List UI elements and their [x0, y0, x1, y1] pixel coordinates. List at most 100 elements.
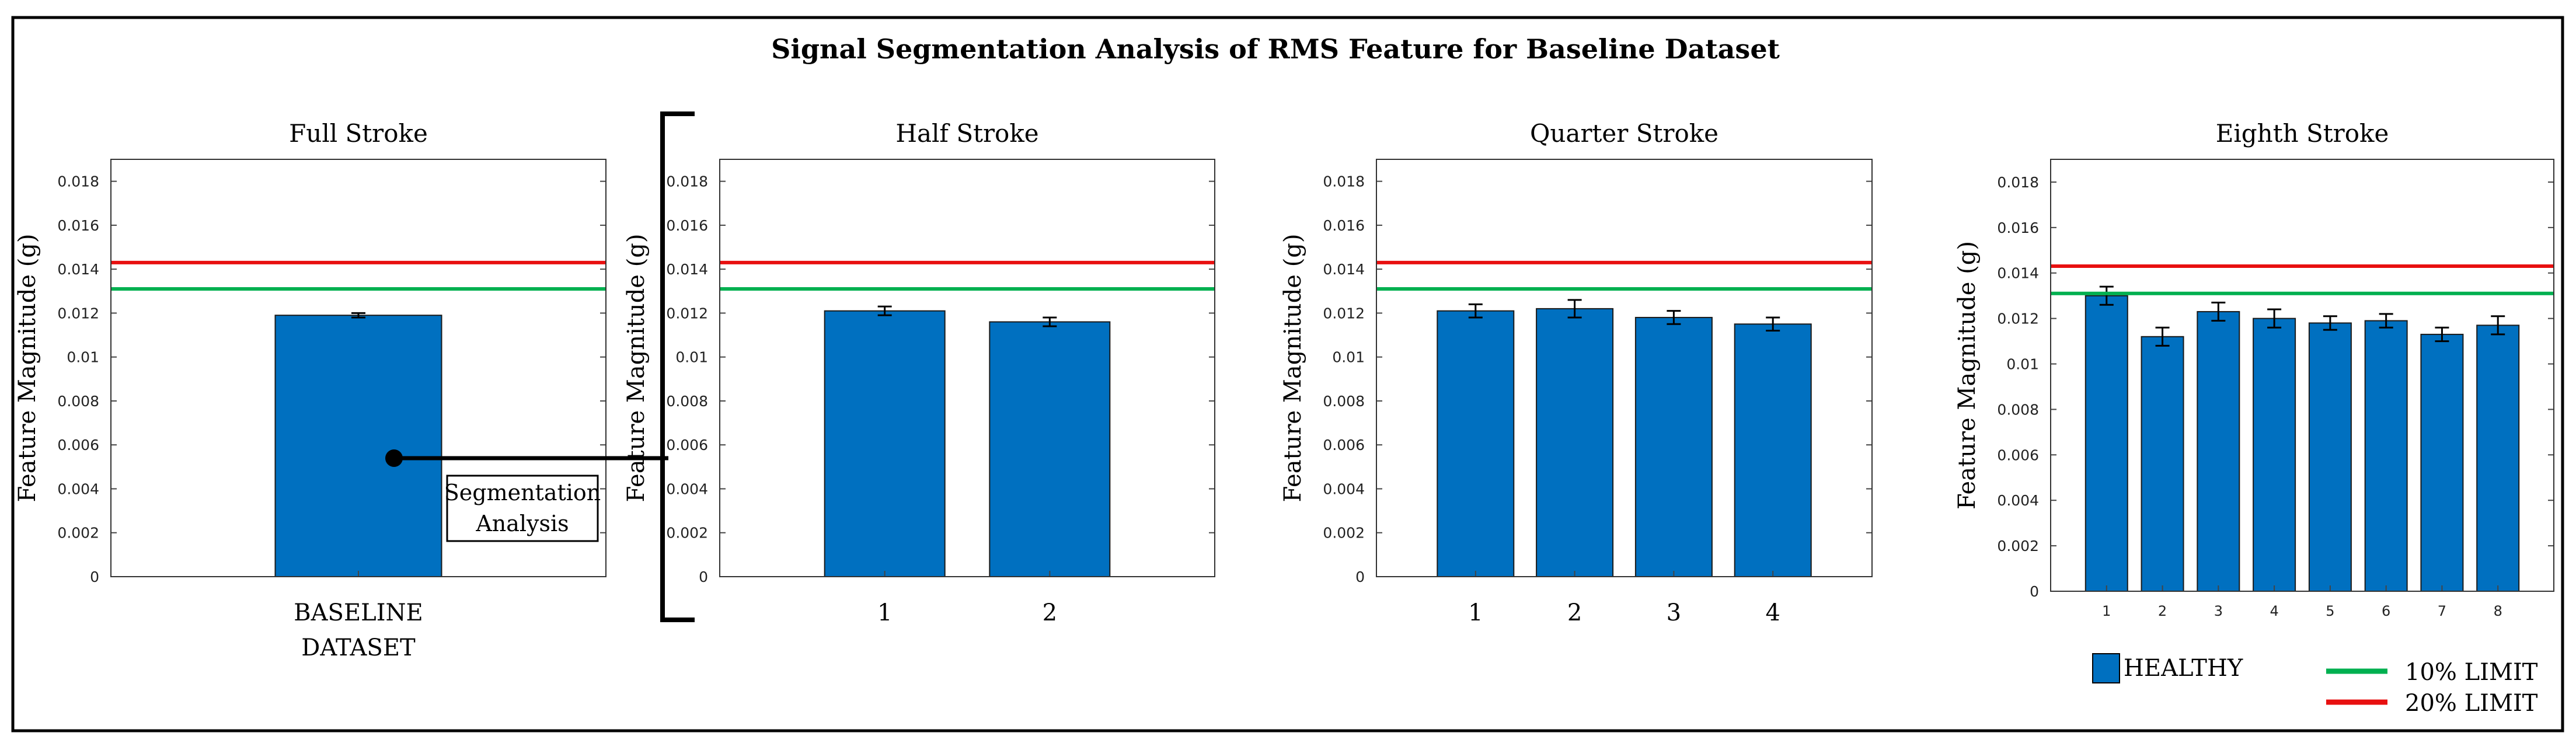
segmentation-bracket — [660, 111, 695, 622]
bar — [2253, 318, 2296, 592]
x-tick-label: 5 — [2326, 603, 2334, 619]
y-tick-label: 0.01 — [67, 349, 99, 366]
annotation-box — [446, 475, 599, 542]
bar — [2364, 320, 2408, 592]
plot-frame — [1376, 159, 1873, 577]
y-tick-label: 0.016 — [57, 217, 99, 234]
y-tick-label: 0.006 — [666, 437, 708, 454]
y-tick-label: 0.006 — [1997, 447, 2039, 463]
panel-title: Quarter Stroke — [1530, 119, 1719, 148]
y-tick-label: 0.004 — [1323, 480, 1365, 497]
legend-healthy-swatch — [2092, 653, 2120, 683]
x-tick-label: 3 — [1667, 599, 1681, 626]
y-tick-label: 0.012 — [1997, 311, 2039, 327]
y-tick-label: 0.012 — [1323, 305, 1365, 322]
bar — [2476, 325, 2520, 592]
y-axis-label: Feature Magnitude (g) — [1280, 233, 1306, 502]
y-tick-label: 0.014 — [1323, 261, 1365, 278]
bar — [1634, 316, 1713, 578]
y-tick-label: 0.006 — [57, 437, 99, 454]
bar — [274, 315, 442, 577]
y-tick-label: 0.01 — [675, 349, 708, 366]
y-tick-label: 0.008 — [1323, 393, 1365, 410]
x-tick-label: 1 — [2102, 603, 2111, 619]
y-tick-label: 0.016 — [1997, 219, 2039, 236]
bar — [2308, 322, 2352, 592]
chart-panel-3: Quarter Stroke Feature Magnitude (g) 0 0.00… — [1280, 119, 1873, 626]
y-tick-label: 0.01 — [1332, 349, 1365, 366]
y-tick-label: 0 — [90, 568, 99, 585]
panel-title: Eighth Stroke — [2216, 119, 2389, 148]
legend-limit20-label: 20% LIMIT — [2405, 690, 2538, 717]
bar — [1536, 308, 1614, 577]
bar — [2420, 333, 2464, 592]
bar — [2141, 336, 2184, 592]
y-tick-label: 0.018 — [666, 173, 708, 190]
bar — [1437, 310, 1515, 577]
y-tick-label: 0.004 — [1997, 492, 2039, 509]
bar — [2197, 311, 2240, 592]
chart-panel-2: Half Stroke Feature Magnitude (g) 0 0.002 0.… — [623, 119, 1215, 626]
x-tick-label: 1 — [1468, 599, 1483, 626]
y-tick-label: 0.002 — [1997, 538, 2039, 554]
y-tick-label: 0.006 — [1323, 437, 1365, 454]
plot-frame — [110, 159, 606, 577]
x-tick-label: DATASET — [301, 634, 416, 661]
legend-healthy-label: HEALTHY — [2124, 655, 2243, 682]
plot-frame — [2050, 159, 2554, 592]
x-tick-label: 8 — [2494, 603, 2502, 619]
chart-panels: Full Stroke Feature Magnitude (g) 0 0.002 0.… — [14, 119, 2554, 661]
x-tick-label: 4 — [1765, 599, 1780, 626]
y-tick-label: 0.014 — [666, 261, 708, 278]
y-tick-label: 0.008 — [57, 393, 99, 410]
y-axis-label: Feature Magnitude (g) — [1954, 241, 1981, 510]
connector-dot — [385, 449, 403, 467]
x-tick-label: 2 — [1567, 599, 1582, 626]
y-tick-label: 0.008 — [1997, 401, 2039, 418]
y-tick-label: 0.014 — [57, 261, 99, 278]
y-tick-label: 0 — [2030, 583, 2039, 600]
plot-frame — [719, 159, 1215, 577]
panel-title: Full Stroke — [289, 119, 428, 148]
y-tick-label: 0.018 — [1997, 174, 2039, 191]
y-tick-label: 0.004 — [666, 480, 708, 497]
y-axis-label: Feature Magnitude (g) — [14, 233, 41, 502]
x-tick-label: 7 — [2438, 603, 2446, 619]
x-tick-label: 1 — [877, 599, 892, 626]
x-tick-label: 6 — [2382, 603, 2390, 619]
y-tick-label: 0.002 — [1323, 525, 1365, 542]
y-tick-label: 0.014 — [1997, 265, 2039, 282]
x-tick-label: 2 — [2158, 603, 2167, 619]
y-tick-label: 0 — [699, 568, 708, 585]
bar — [989, 321, 1111, 577]
legend: HEALTHY 10% LIMIT 20% LIMIT — [2092, 653, 2538, 717]
bar — [824, 310, 946, 577]
annotation-line-2: Analysis — [475, 511, 569, 536]
x-tick-label: BASELINE — [294, 599, 423, 626]
y-tick-label: 0.018 — [57, 173, 99, 190]
y-tick-label: 0.002 — [57, 525, 99, 542]
x-tick-label: 3 — [2214, 603, 2223, 619]
y-tick-label: 0.012 — [666, 305, 708, 322]
y-tick-label: 0.016 — [666, 217, 708, 234]
bar — [2084, 295, 2128, 592]
segmentation-connector: Segmentation Analysis — [385, 111, 695, 622]
panel-title: Half Stroke — [895, 119, 1038, 148]
x-tick-label: 4 — [2270, 603, 2278, 619]
y-tick-label: 0 — [1355, 568, 1365, 585]
y-tick-label: 0.018 — [1323, 173, 1365, 190]
y-tick-label: 0.002 — [666, 525, 708, 542]
x-tick-label: 2 — [1043, 599, 1057, 626]
chart-panel-1: Full Stroke Feature Magnitude (g) 0 0.002 0.… — [14, 119, 606, 661]
y-axis-label: Feature Magnitude (g) — [623, 233, 650, 502]
y-tick-label: 0.01 — [2006, 356, 2039, 373]
legend-limit10-label: 10% LIMIT — [2405, 659, 2538, 686]
bar — [1734, 323, 1812, 577]
y-tick-label: 0.008 — [666, 393, 708, 410]
y-tick-label: 0.004 — [57, 480, 99, 497]
figure-title: Signal Segmentation Analysis of RMS Feat… — [771, 33, 1780, 65]
chart-panel-4: Eighth Stroke Feature Magnitude (g) 0 0.002… — [1954, 119, 2554, 619]
y-tick-label: 0.016 — [1323, 217, 1365, 234]
annotation-line-1: Segmentation — [444, 480, 601, 505]
